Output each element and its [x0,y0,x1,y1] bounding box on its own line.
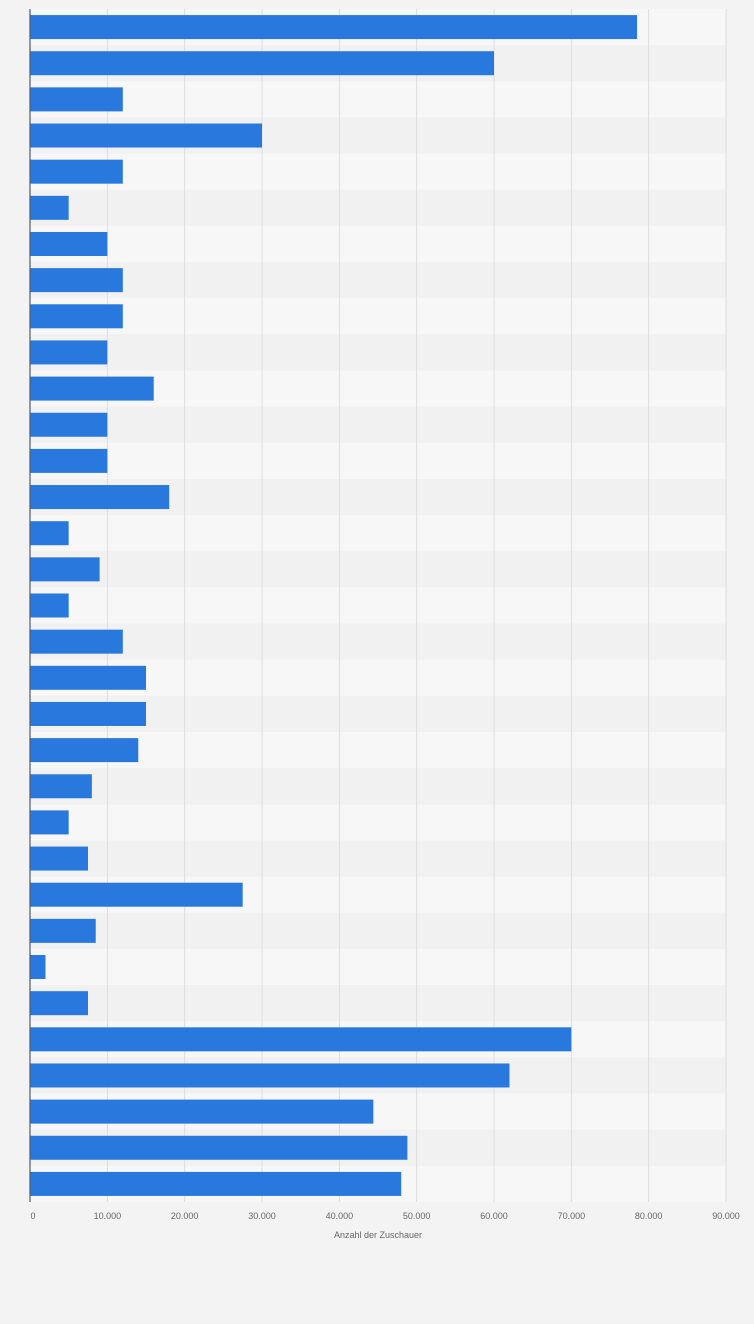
row-band [30,515,726,552]
bar [30,231,108,256]
bar [30,51,494,76]
bar [30,701,146,726]
row-band [30,985,726,1022]
bar [30,918,96,943]
x-tick-label: 10.000 [94,1211,122,1221]
bar [30,738,139,763]
row-band [30,768,726,805]
bar [30,557,100,582]
row-band [30,225,726,263]
x-tick-labels: 0 10.000 20.000 30.000 40.000 50.000 60.000 70.… [30,1211,739,1221]
bar [30,195,69,220]
bar [30,123,262,148]
row-band [30,298,726,335]
row-band [30,840,726,877]
row-band [30,334,726,371]
bar [30,774,92,799]
x-tick-label: 30.000 [248,1211,276,1221]
bars [30,15,638,1196]
x-tick-label: 60.000 [480,1211,508,1221]
bar [30,521,69,546]
bar [30,159,123,184]
bar [30,665,146,690]
x-tick-label: 0 [30,1211,35,1221]
bar [30,87,123,112]
bar [30,846,88,871]
row-band [30,732,726,769]
bar [30,15,638,40]
bar [30,991,88,1016]
bar [30,1135,408,1160]
bar [30,1099,374,1124]
bar [30,340,108,365]
bar [30,1027,572,1052]
x-tick-label: 70.000 [558,1211,586,1221]
row-band [30,442,726,479]
row-band [30,551,726,588]
bar [30,268,123,293]
bar [30,448,108,473]
row-band [30,623,726,660]
bar [30,376,154,401]
bar [30,1171,402,1196]
bar [30,955,46,980]
x-tick-label: 90.000 [712,1211,740,1221]
x-axis-label: Anzahl der Zuschauer [334,1230,422,1240]
bar [30,593,69,618]
bar [30,629,123,654]
x-tick-label: 40.000 [326,1211,354,1221]
row-band [30,406,726,443]
x-tick-label: 50.000 [403,1211,431,1221]
grid-lines [106,9,727,1202]
row-band [30,189,726,226]
bar [30,1063,510,1088]
row-band [30,948,726,986]
x-tick-label: 20.000 [171,1211,199,1221]
bar [30,882,243,907]
row-band [30,912,726,949]
x-tick-label: 80.000 [635,1211,663,1221]
row-band [30,81,726,118]
row-band [30,153,726,190]
row-band [30,262,726,299]
bar [30,810,69,835]
row-band [30,804,726,841]
bar [30,485,170,510]
bar [30,412,108,437]
bar [30,304,123,329]
row-band [30,587,726,624]
row-bands [30,9,726,1202]
